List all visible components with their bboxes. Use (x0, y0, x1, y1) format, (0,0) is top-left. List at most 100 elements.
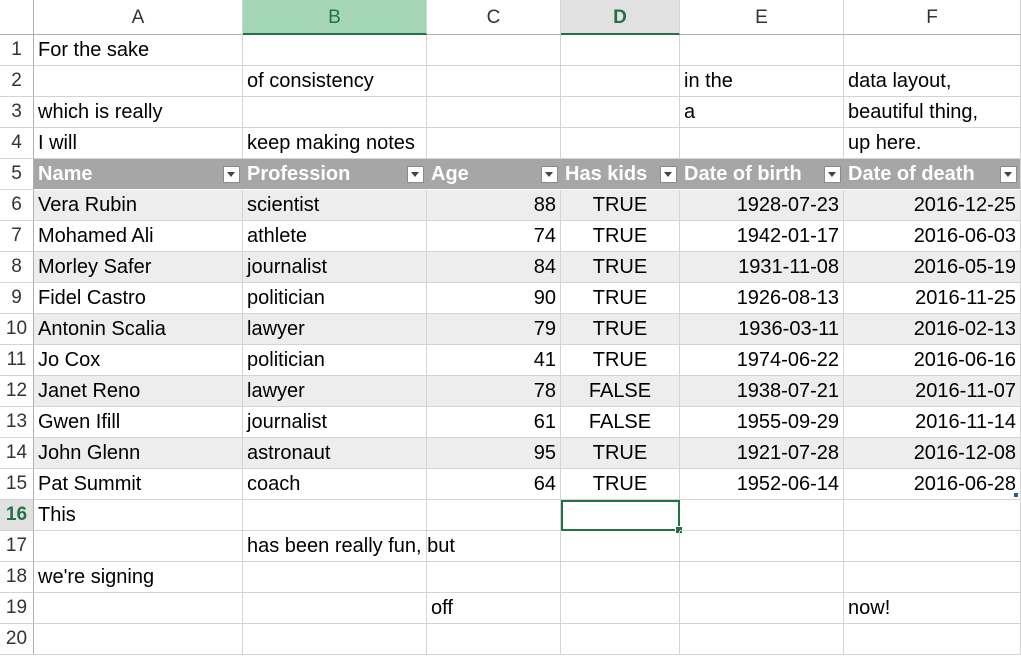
cell-f12[interactable]: 2016-11-07 (844, 376, 1021, 407)
cell-c10[interactable]: 79 (427, 314, 561, 345)
row-header-11[interactable]: 11 (0, 345, 34, 376)
filter-dropdown-icon[interactable] (541, 166, 558, 183)
table-header-cell[interactable]: Date of death (844, 159, 1021, 190)
row-header-19[interactable]: 19 (0, 593, 34, 624)
cell-e10[interactable]: 1936-03-11 (680, 314, 844, 345)
cell-d1[interactable] (561, 35, 680, 66)
cell-a6[interactable]: Vera Rubin (34, 190, 243, 221)
cell-e8[interactable]: 1931-11-08 (680, 252, 844, 283)
table-header-cell[interactable]: Name (34, 159, 243, 190)
cell-a14[interactable]: John Glenn (34, 438, 243, 469)
cell-e9[interactable]: 1926-08-13 (680, 283, 844, 314)
row-header-15[interactable]: 15 (0, 469, 34, 500)
cell-b16[interactable] (243, 500, 427, 531)
cell-d15[interactable]: TRUE (561, 469, 680, 500)
cell-b12[interactable]: lawyer (243, 376, 427, 407)
select-all-corner[interactable] (0, 0, 34, 35)
table-header-cell[interactable]: Profession (243, 159, 427, 190)
cell-e15[interactable]: 1952-06-14 (680, 469, 844, 500)
cell-b17[interactable]: has been really fun, but (243, 531, 455, 562)
cell-d11[interactable]: TRUE (561, 345, 680, 376)
column-header-c[interactable]: C (427, 0, 561, 35)
cell-a16[interactable]: This (34, 500, 243, 531)
cell-e4[interactable] (680, 128, 844, 159)
cell-a11[interactable]: Jo Cox (34, 345, 243, 376)
cell-e7[interactable]: 1942-01-17 (680, 221, 844, 252)
cell-d14[interactable]: TRUE (561, 438, 680, 469)
cell-c17[interactable] (427, 531, 561, 562)
row-header-16[interactable]: 16 (0, 500, 34, 531)
cell-a1[interactable]: For the sake (34, 35, 243, 66)
row-header-9[interactable]: 9 (0, 283, 34, 314)
filter-dropdown-icon[interactable] (824, 166, 841, 183)
cell-b18[interactable] (243, 562, 427, 593)
cell-a19[interactable] (34, 593, 243, 624)
column-header-f[interactable]: F (844, 0, 1021, 35)
cell-e13[interactable]: 1955-09-29 (680, 407, 844, 438)
cell-c3[interactable] (427, 97, 561, 128)
cell-f6[interactable]: 2016-12-25 (844, 190, 1021, 221)
cell-c15[interactable]: 64 (427, 469, 561, 500)
cell-d10[interactable]: TRUE (561, 314, 680, 345)
cell-a12[interactable]: Janet Reno (34, 376, 243, 407)
cell-b8[interactable]: journalist (243, 252, 427, 283)
row-header-17[interactable]: 17 (0, 531, 34, 562)
cell-e16[interactable] (680, 500, 844, 531)
row-header-10[interactable]: 10 (0, 314, 34, 345)
cell-a2[interactable] (34, 66, 243, 97)
row-header-1[interactable]: 1 (0, 35, 34, 66)
cell-e3[interactable]: a (680, 97, 844, 128)
cell-e19[interactable] (680, 593, 844, 624)
cell-f11[interactable]: 2016-06-16 (844, 345, 1021, 376)
cell-e14[interactable]: 1921-07-28 (680, 438, 844, 469)
cell-d8[interactable]: TRUE (561, 252, 680, 283)
cell-c6[interactable]: 88 (427, 190, 561, 221)
cell-c12[interactable]: 78 (427, 376, 561, 407)
cell-f16[interactable] (844, 500, 1021, 531)
cell-b13[interactable]: journalist (243, 407, 427, 438)
cell-f19[interactable]: now! (844, 593, 1021, 624)
column-header-d[interactable]: D (561, 0, 680, 35)
cell-d13[interactable]: FALSE (561, 407, 680, 438)
cell-b14[interactable]: astronaut (243, 438, 427, 469)
cell-f10[interactable]: 2016-02-13 (844, 314, 1021, 345)
row-header-18[interactable]: 18 (0, 562, 34, 593)
cell-a8[interactable]: Morley Safer (34, 252, 243, 283)
cell-d20[interactable] (561, 624, 680, 655)
cell-f15[interactable]: 2016-06-28 (844, 469, 1021, 500)
cell-b6[interactable]: scientist (243, 190, 427, 221)
cell-d9[interactable]: TRUE (561, 283, 680, 314)
cell-e20[interactable] (680, 624, 844, 655)
cell-b2[interactable]: of consistency (243, 66, 427, 97)
cell-f3[interactable]: beautiful thing, (844, 97, 1021, 128)
cell-e2[interactable]: in the (680, 66, 844, 97)
cell-e18[interactable] (680, 562, 844, 593)
cell-c19[interactable]: off (427, 593, 561, 624)
cell-e6[interactable]: 1928-07-23 (680, 190, 844, 221)
cell-b4[interactable]: keep making notes (243, 128, 427, 159)
cell-a20[interactable] (34, 624, 243, 655)
row-header-12[interactable]: 12 (0, 376, 34, 407)
row-header-2[interactable]: 2 (0, 66, 34, 97)
cell-c16[interactable] (427, 500, 561, 531)
table-header-cell[interactable]: Has kids (561, 159, 680, 190)
row-header-13[interactable]: 13 (0, 407, 34, 438)
cell-d2[interactable] (561, 66, 680, 97)
cell-d16[interactable] (561, 500, 683, 534)
cell-e12[interactable]: 1938-07-21 (680, 376, 844, 407)
cell-b19[interactable] (243, 593, 427, 624)
table-header-cell[interactable]: Date of birth (680, 159, 844, 190)
cell-c18[interactable] (427, 562, 561, 593)
cell-c2[interactable] (427, 66, 561, 97)
filter-dropdown-icon[interactable] (1000, 166, 1017, 183)
cell-f14[interactable]: 2016-12-08 (844, 438, 1021, 469)
cell-b3[interactable] (243, 97, 427, 128)
cell-f4[interactable]: up here. (844, 128, 1021, 159)
cell-c13[interactable]: 61 (427, 407, 561, 438)
cell-d4[interactable] (561, 128, 680, 159)
cell-e1[interactable] (680, 35, 844, 66)
cell-d18[interactable] (561, 562, 680, 593)
column-header-b[interactable]: B (243, 0, 427, 35)
